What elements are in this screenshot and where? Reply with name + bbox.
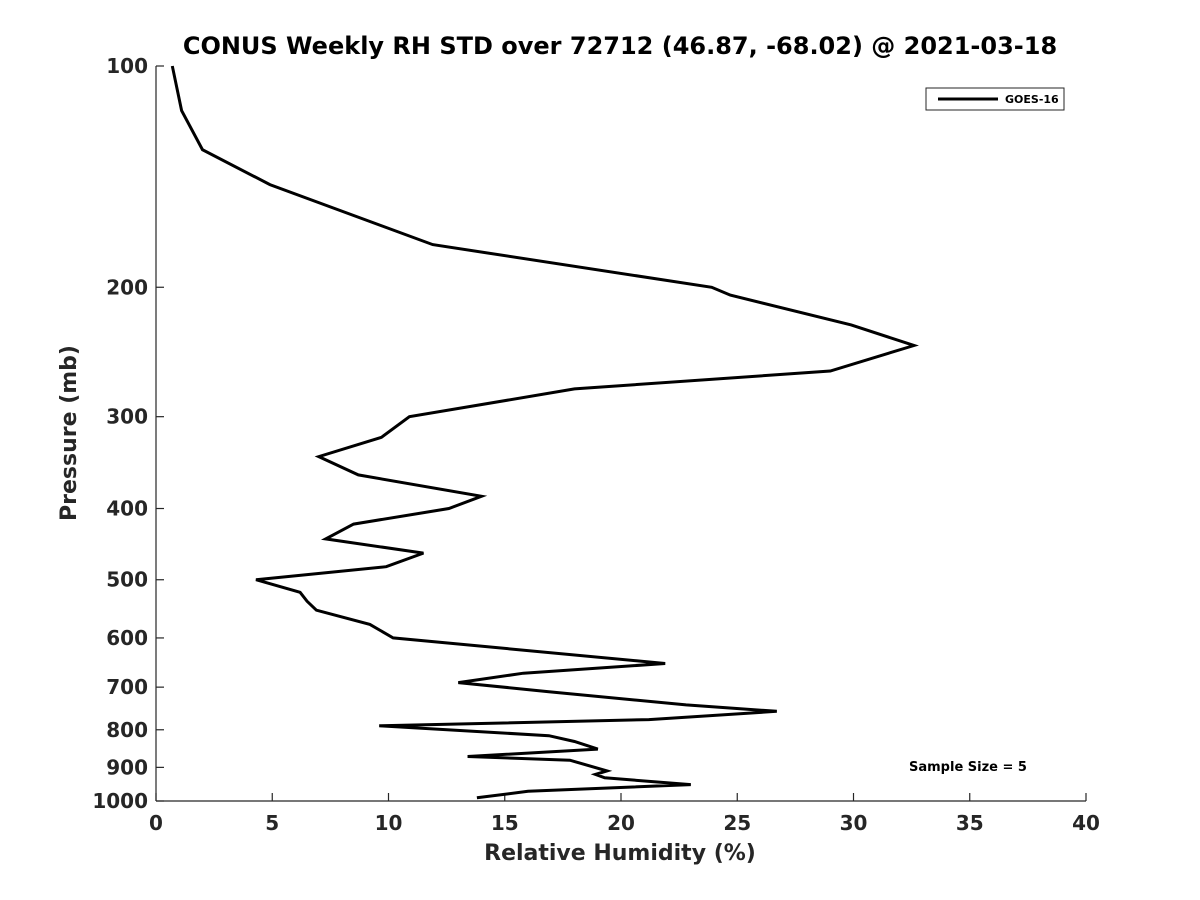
y-tick-label: 400 xyxy=(106,497,148,521)
y-tick-label: 200 xyxy=(106,275,148,299)
x-ticks-group: 0 5 10 15 20 25 30 35 40 xyxy=(149,793,1100,835)
x-tick-label: 25 xyxy=(723,811,751,835)
legend-label-goes16: GOES-16 xyxy=(1005,93,1059,106)
y-tick-label: 100 xyxy=(106,54,148,78)
y-axis-label: Pressure (mb) xyxy=(57,345,82,521)
y-tick-label: 500 xyxy=(106,568,148,592)
legend: GOES-16 xyxy=(925,87,1065,111)
y-tick-label: 300 xyxy=(106,405,148,429)
y-tick-label: 600 xyxy=(106,626,148,650)
x-tick-label: 10 xyxy=(375,811,403,835)
chart-title: CONUS Weekly RH STD over 72712 (46.87, -… xyxy=(183,32,1057,60)
x-tick-label: 40 xyxy=(1072,811,1100,835)
x-tick-label: 30 xyxy=(840,811,868,835)
y-tick-label: 800 xyxy=(106,718,148,742)
x-axis-label: Relative Humidity (%) xyxy=(484,841,756,866)
x-tick-label: 15 xyxy=(491,811,519,835)
y-tick-label: 900 xyxy=(106,755,148,779)
x-tick-label: 0 xyxy=(149,811,163,835)
series-line-goes-16 xyxy=(170,65,919,800)
x-tick-label: 35 xyxy=(956,811,984,835)
y-tick-label: 1000 xyxy=(92,789,148,813)
series-group xyxy=(170,65,919,800)
sample-size-annotation: Sample Size = 5 xyxy=(909,760,1027,775)
x-tick-label: 20 xyxy=(607,811,635,835)
x-tick-label: 5 xyxy=(265,811,279,835)
y-tick-label: 700 xyxy=(106,675,148,699)
y-ticks-group: 100 200 300 400 500 600 700 800 900 1000 xyxy=(92,54,164,813)
